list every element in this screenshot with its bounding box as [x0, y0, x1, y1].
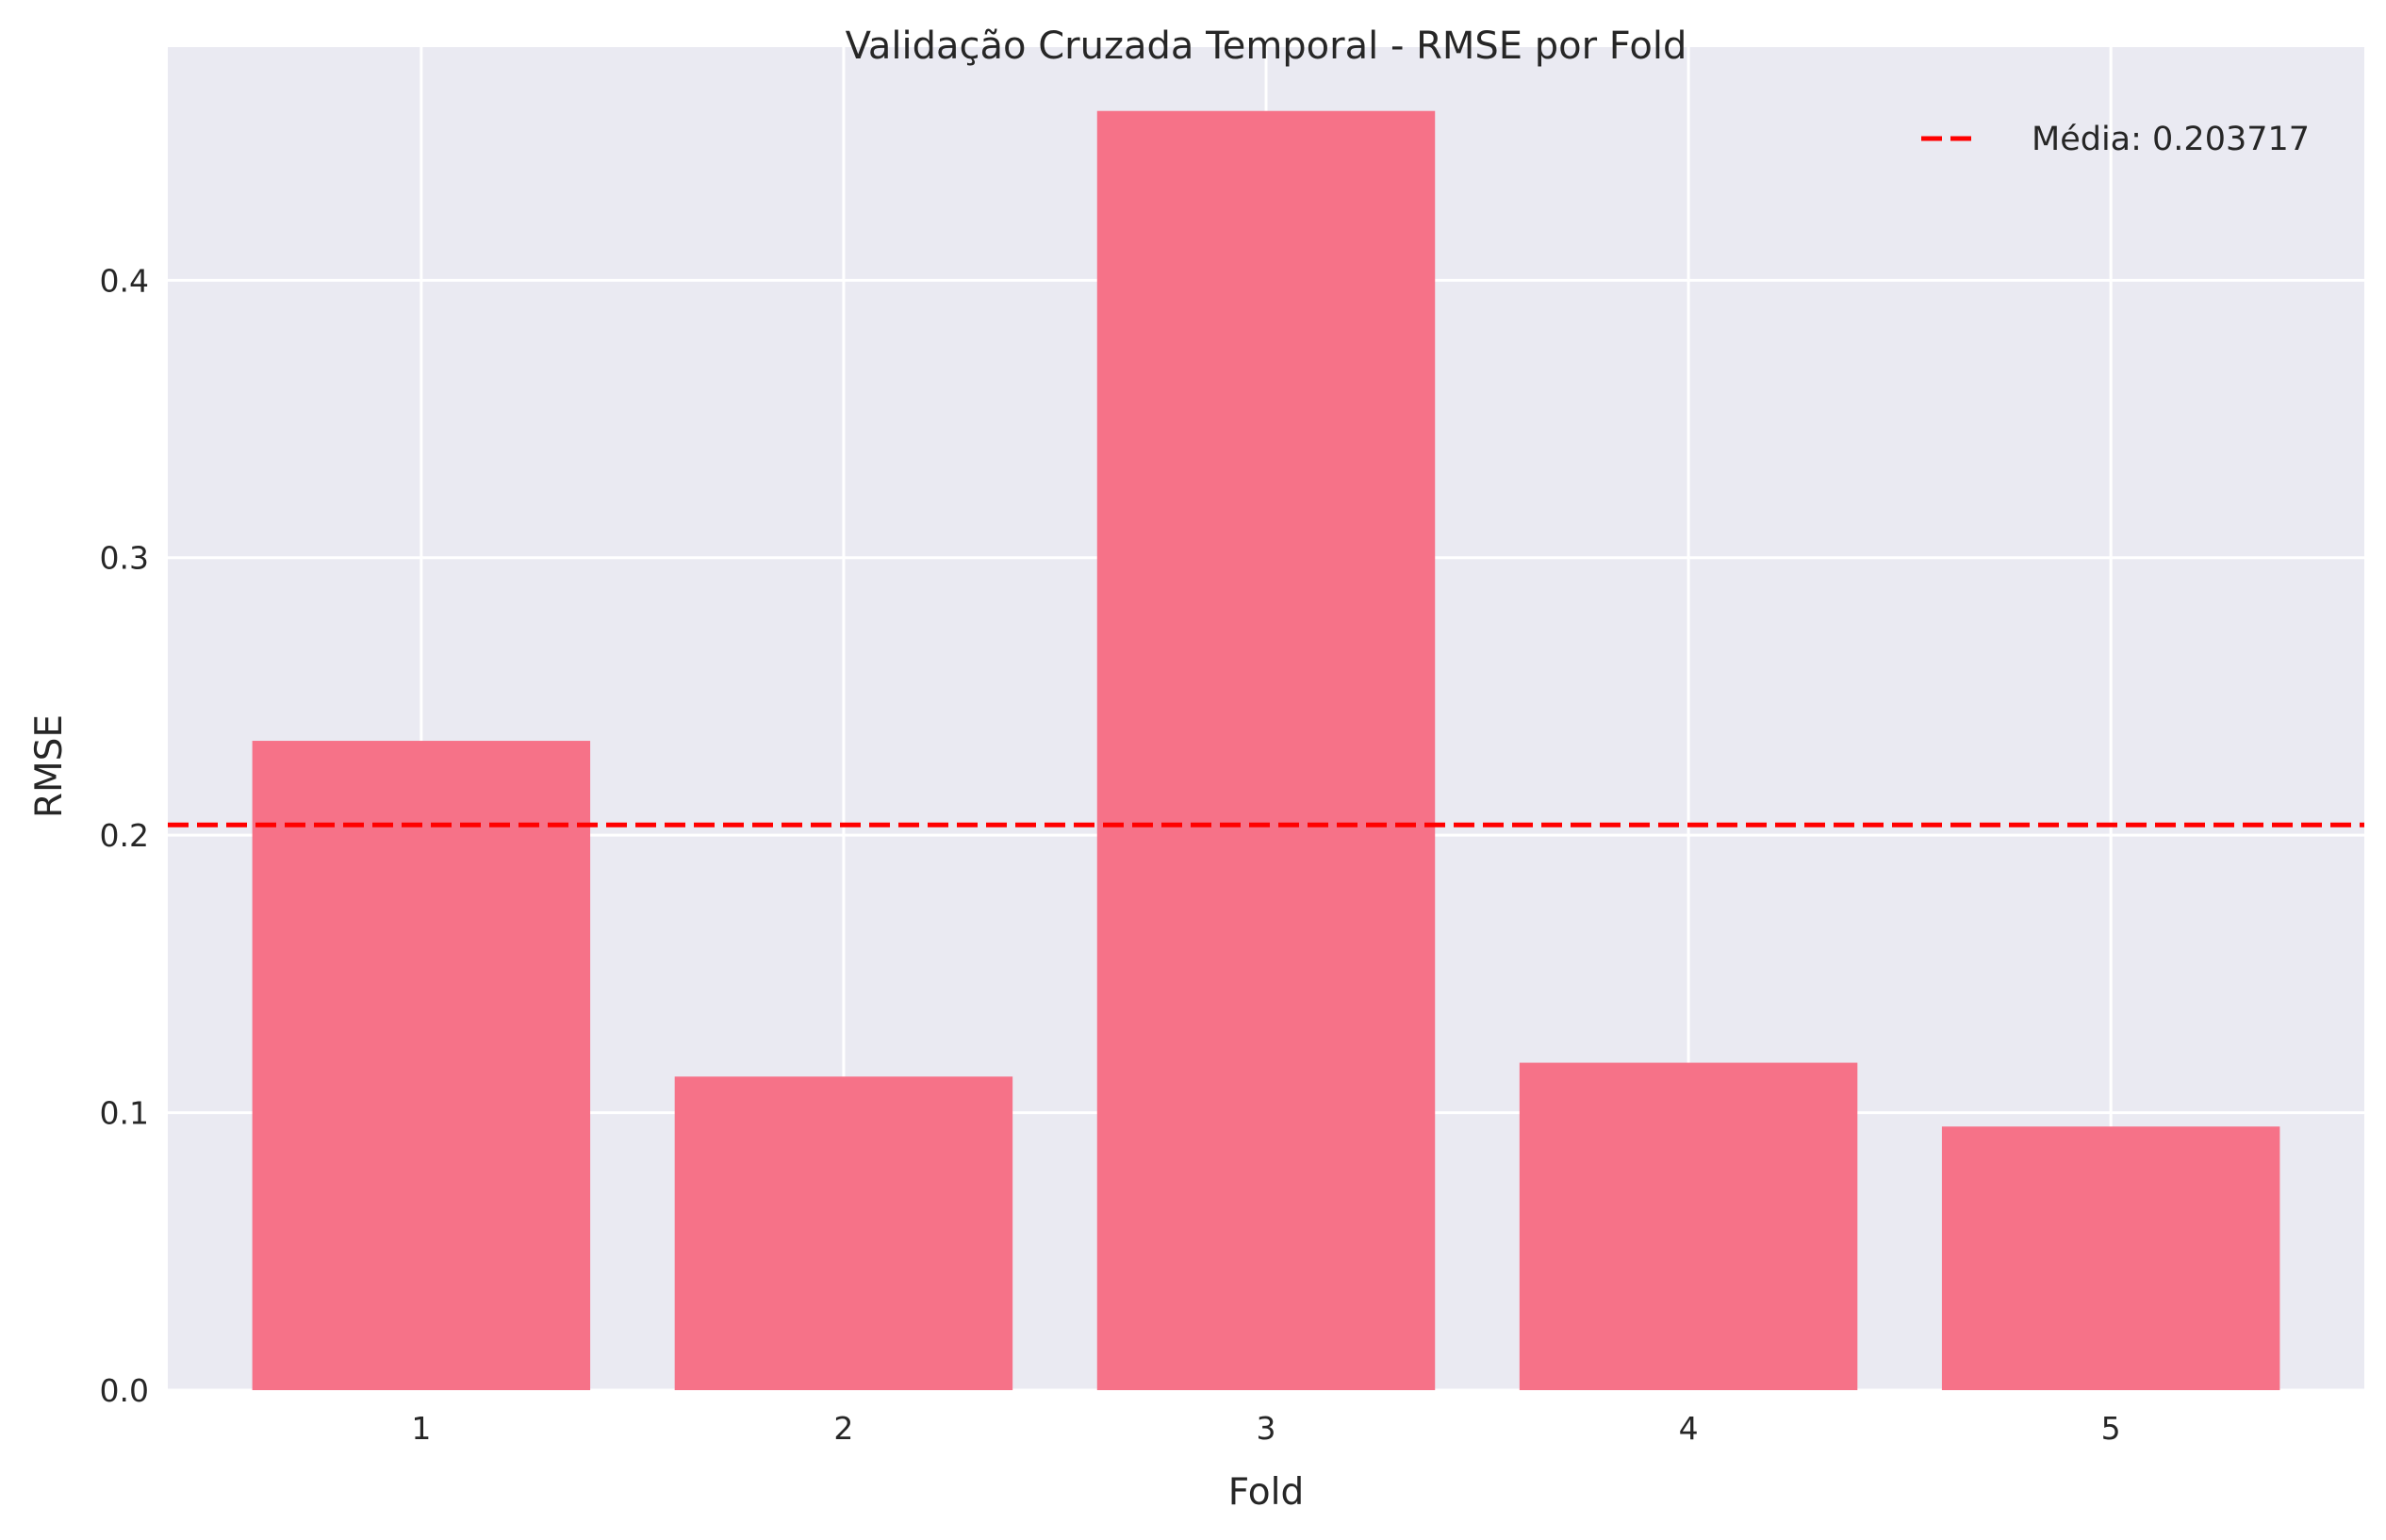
chart-title: Validação Cruzada Temporal - RMSE por Fo… — [846, 25, 1687, 68]
legend: Média: 0.203717 — [1921, 121, 2310, 158]
x-axis-ticks: 1 2 3 4 5 — [411, 1410, 2120, 1447]
legend-mean-label: Média: 0.203717 — [2032, 121, 2310, 158]
x-tick-label: 5 — [2101, 1410, 2121, 1447]
x-axis-label: Fold — [1228, 1471, 1305, 1514]
bar-fold-4 — [1519, 1062, 1858, 1390]
x-tick-label: 2 — [833, 1410, 853, 1447]
y-axis-label: RMSE — [28, 714, 71, 818]
y-tick-label: 0.0 — [100, 1372, 149, 1409]
x-tick-label: 4 — [1679, 1410, 1699, 1447]
x-tick-label: 1 — [411, 1410, 431, 1447]
x-tick-label: 3 — [1257, 1410, 1276, 1447]
bar-fold-2 — [674, 1076, 1013, 1390]
y-tick-label: 0.2 — [100, 817, 149, 854]
y-axis-ticks: 0.0 0.1 0.2 0.3 0.4 — [100, 262, 149, 1409]
bar-fold-3 — [1096, 110, 1436, 1391]
bar-fold-5 — [1941, 1126, 2280, 1390]
bars — [252, 110, 2280, 1391]
y-tick-label: 0.1 — [100, 1095, 149, 1132]
bar-fold-1 — [252, 741, 591, 1390]
y-tick-label: 0.4 — [100, 262, 149, 299]
y-tick-label: 0.3 — [100, 540, 149, 577]
